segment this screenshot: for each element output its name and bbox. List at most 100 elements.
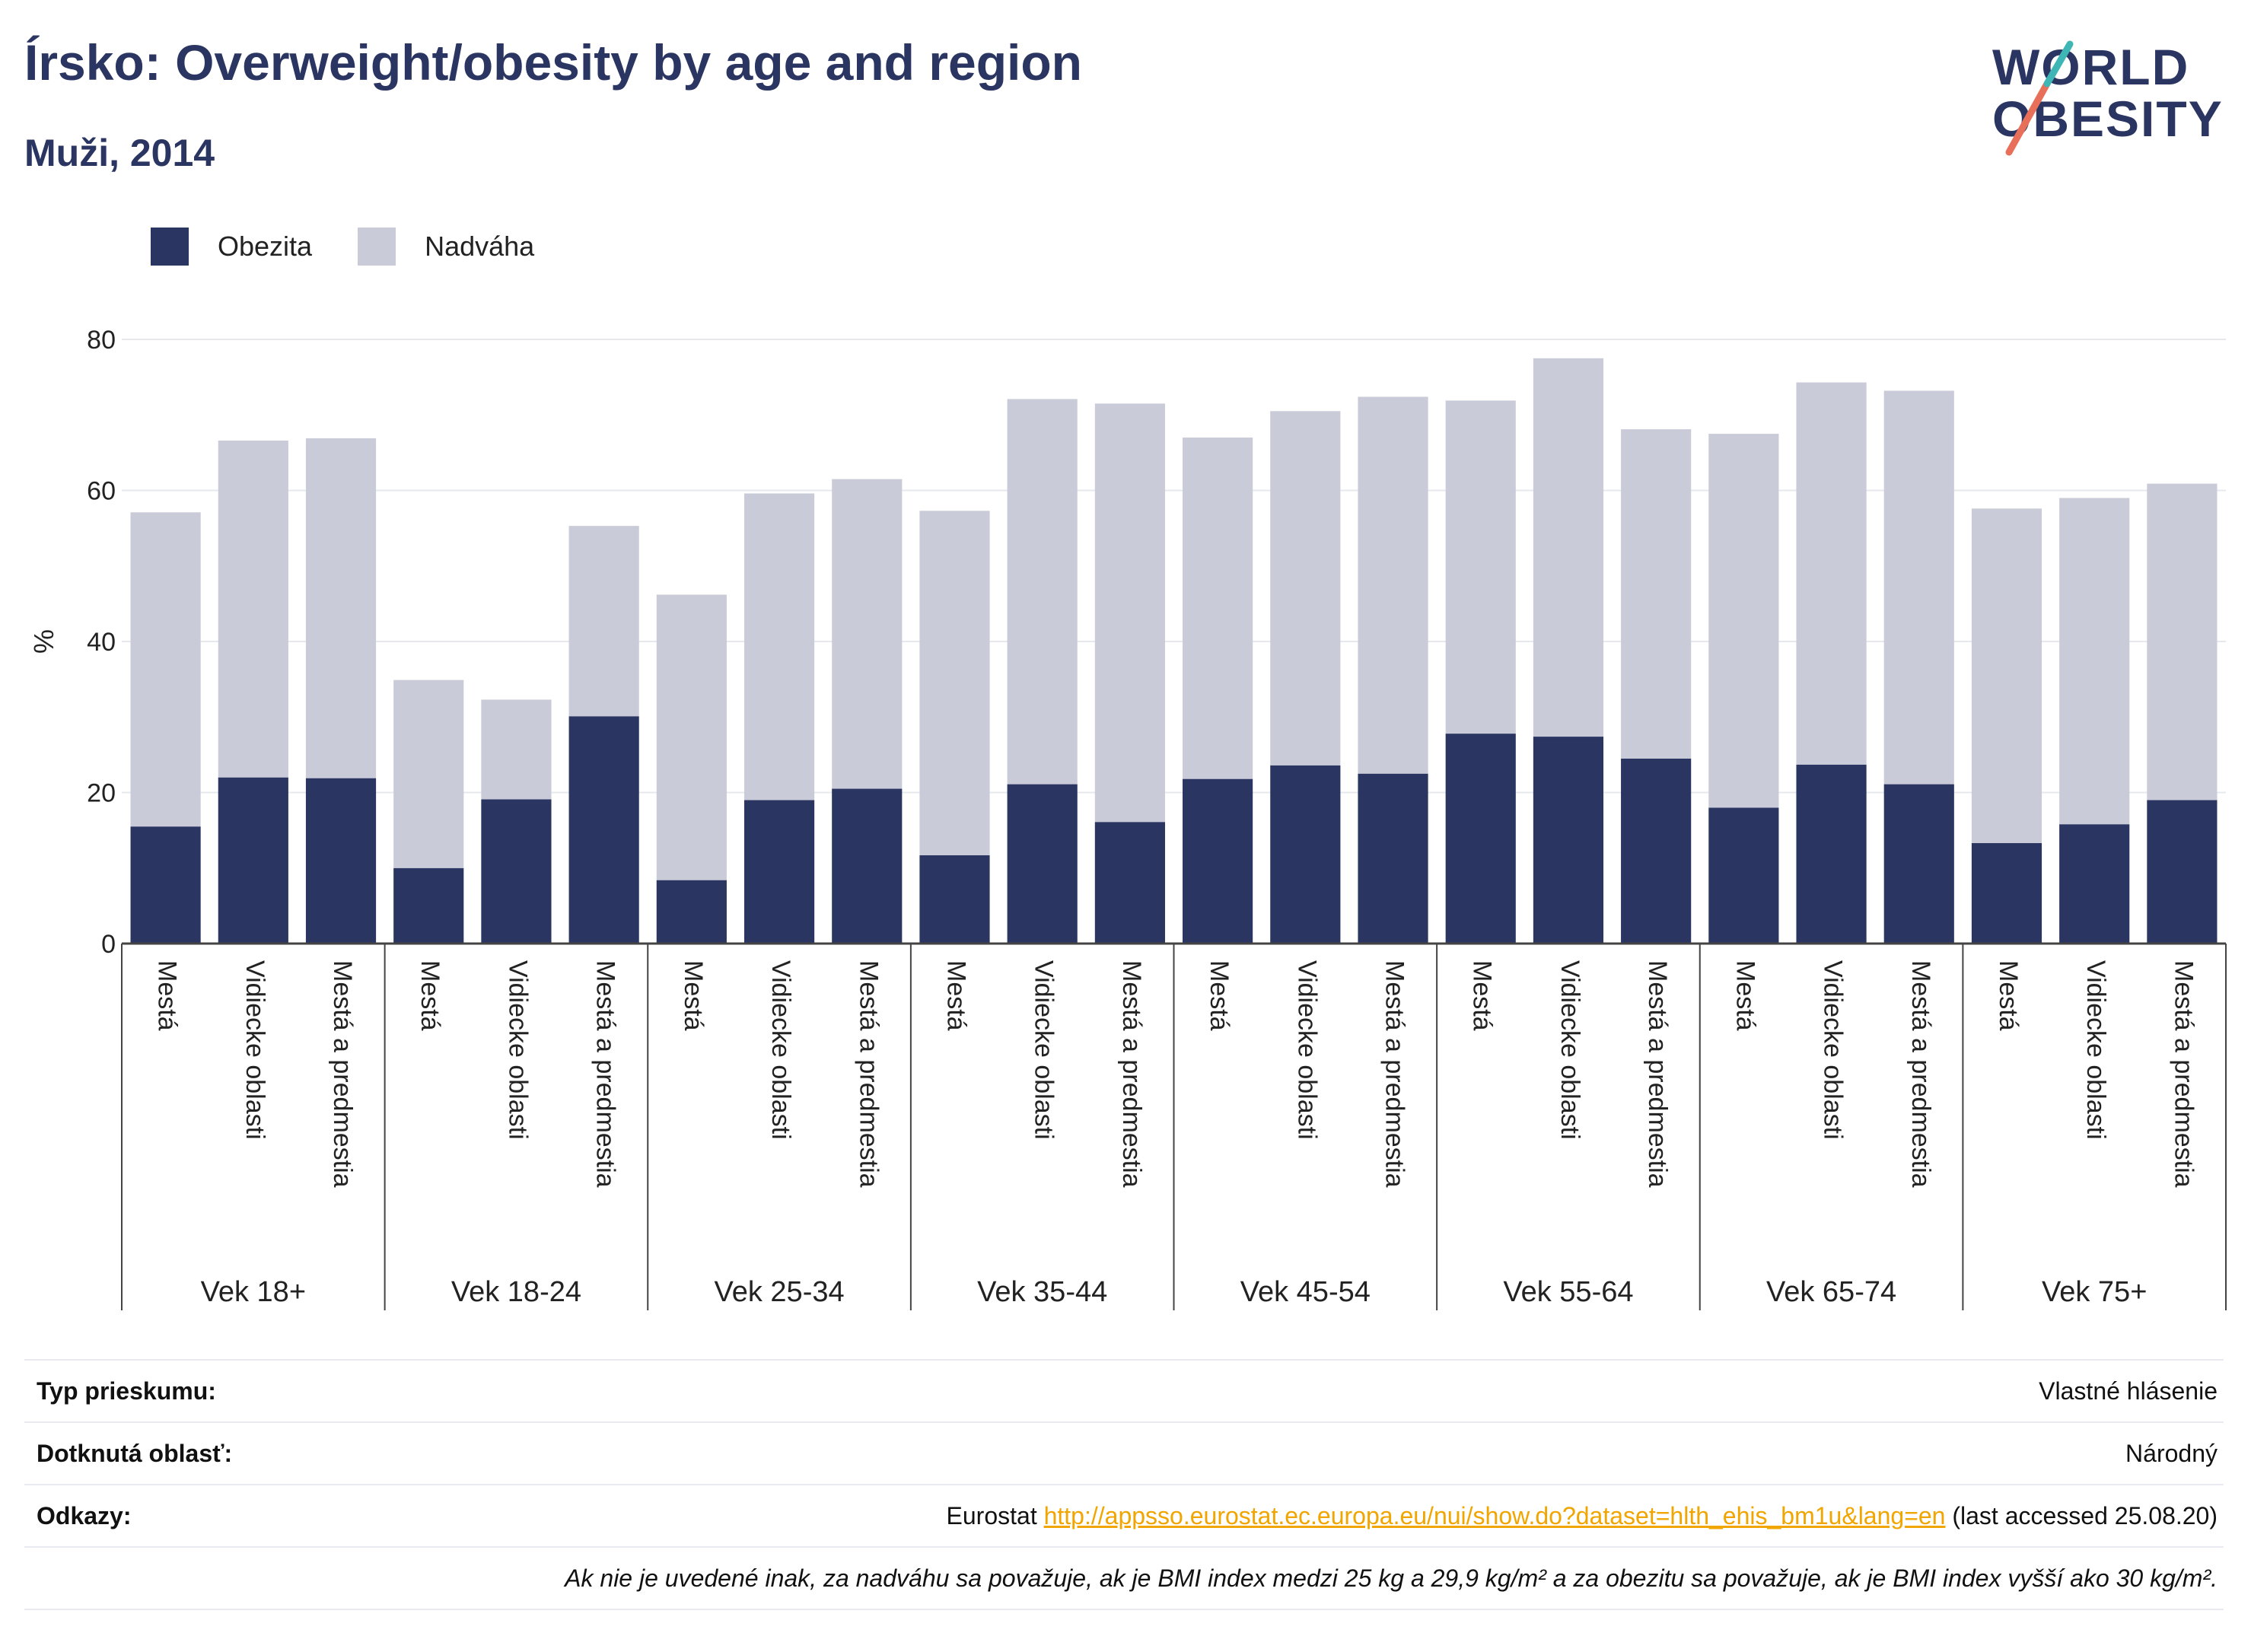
footer-row-area: Dotknutá oblasť: Národný [24,1423,2224,1485]
legend-swatch-nadvaha [358,228,396,266]
group-label: Vek 35-44 [977,1276,1107,1308]
world-obesity-logo: WORLD OBESITY [1979,30,2230,160]
x-tick-label: Mestá [679,960,708,1031]
bar-nadvaha [130,512,201,827]
bar-chart: 0 20 40 60 80% Mestá Vidiecke oblasti Mestá a p… [28,326,2227,1310]
bar-nadvaha [1358,396,1428,774]
references-suffix: (last accessed 25.08.20) [1952,1501,2218,1529]
group-label: Vek 75+ [2042,1276,2147,1308]
references-label: Odkazy: [37,1501,132,1529]
bar-nadvaha [1270,411,1341,766]
bar-nadvaha [1094,403,1165,823]
bar-obezita [743,800,815,944]
footer-row-note: Ak nie je uvedené inak, za nadváhu sa po… [24,1548,2224,1610]
x-tick-label: Vidiecke oblasti [503,960,532,1140]
chart-footer: Typ prieskumu: Vlastné hlásenie Dotknutá… [24,1359,2224,1610]
bar-nadvaha [1621,429,1692,759]
bar-obezita [218,777,288,944]
bar-obezita [656,880,727,944]
legend-item-nadvaha: Nadváha [358,228,534,266]
bar-nadvaha [1183,438,1253,779]
bar-obezita [1183,778,1253,944]
x-tick-label: Mestá a predmestia [854,960,883,1188]
group-label: Vek 45-54 [1240,1276,1371,1308]
group-label: Vek 65-74 [1766,1276,1896,1308]
x-tick-label: Mestá a predmestia [1380,960,1409,1188]
bar-nadvaha [919,511,990,855]
x-tick-label: Mestá a predmestia [591,960,620,1188]
bar-nadvaha [656,594,727,880]
x-tick-label: Vidiecke oblasti [766,960,795,1140]
group-label: Vek 18+ [201,1276,306,1308]
x-tick-label: Mestá [1205,960,1234,1031]
references-value: Eurostat http://appsso.eurostat.ec.europ… [947,1502,2224,1530]
area-value: Národný [2125,1439,2218,1467]
x-tick-label: Mestá a predmestia [328,960,357,1188]
bar-nadvaha [2147,483,2218,801]
bar-obezita [919,855,990,944]
bar-nadvaha [305,438,377,778]
bar-nadvaha [832,479,903,789]
legend-label-obezita: Obezita [218,231,313,262]
footer-row-references: Odkazy: Eurostat http://appsso.eurostat.… [24,1485,2224,1548]
bmi-note: Ak nie je uvedené inak, za nadváhu sa po… [565,1564,2218,1592]
group-label: Vek 25-34 [714,1276,844,1308]
bar-nadvaha [393,680,464,868]
bar-obezita [2059,824,2130,944]
bar-obezita [1007,784,1078,944]
survey-type-label: Typ prieskumu: [37,1377,216,1405]
bar-nadvaha [218,440,288,778]
bar-obezita [1621,758,1692,944]
bar-nadvaha [1708,434,1779,808]
bar-obezita [1094,822,1165,944]
group-label: Vek 55-64 [1503,1276,1633,1308]
bar-obezita [568,716,639,944]
bar-nadvaha [1007,399,1078,785]
y-tick-label: 40 [87,628,116,657]
x-tick-label: Mestá [941,960,970,1031]
area-label: Dotknutá oblasť: [37,1439,233,1467]
bar-obezita [1796,764,1867,944]
x-tick-label: Vidiecke oblasti [2081,960,2110,1140]
x-tick-label: Mestá [153,960,182,1031]
x-tick-label: Vidiecke oblasti [240,960,269,1140]
bar-obezita [130,826,201,944]
page-title: Írsko: Overweight/obesity by age and reg… [24,34,1082,91]
logo-line-1: WORLD [1992,39,2190,95]
bar-obezita [1445,734,1516,944]
bar-obezita [1270,765,1341,944]
bar-obezita [481,799,552,944]
bar-nadvaha [1883,390,1954,785]
logo-slash-icon [2005,40,2074,156]
x-tick-label: Mestá a predmestia [1643,960,1672,1188]
x-tick-label: Mestá [415,960,444,1031]
bar-nadvaha [1796,382,1867,765]
bar-obezita [2147,800,2218,944]
bar-nadvaha [1971,508,2042,843]
bar-nadvaha [743,493,815,801]
references-link[interactable]: http://appsso.eurostat.ec.europa.eu/nui/… [1043,1501,1946,1529]
bar-nadvaha [568,526,639,717]
y-tick-label: 60 [87,477,116,506]
x-tick-label: Mestá a predmestia [1117,960,1146,1188]
page-subtitle: Muži, 2014 [24,132,215,174]
x-tick-label: Mestá a predmestia [2169,960,2198,1188]
bar-nadvaha [1533,358,1604,737]
bar-nadvaha [2059,498,2130,825]
x-tick-label: Mestá [1994,960,2023,1031]
x-tick-label: Mestá a predmestia [1906,960,1935,1188]
bar-obezita [1971,842,2042,944]
y-tick-label: 0 [101,930,116,959]
legend-label-nadvaha: Nadváha [425,231,535,262]
bar-obezita [1358,773,1428,944]
bar-obezita [305,778,377,944]
y-tick-label: 20 [87,779,116,808]
group-label: Vek 18-24 [451,1276,581,1308]
bar-obezita [832,788,903,944]
x-tick-label: Mestá [1730,960,1759,1031]
y-tick-label: 80 [87,326,116,355]
bar-obezita [1708,807,1779,944]
x-tick-label: Mestá [1468,960,1497,1031]
footer-row-survey-type: Typ prieskumu: Vlastné hlásenie [24,1359,2224,1423]
y-axis-label: % [28,629,59,654]
